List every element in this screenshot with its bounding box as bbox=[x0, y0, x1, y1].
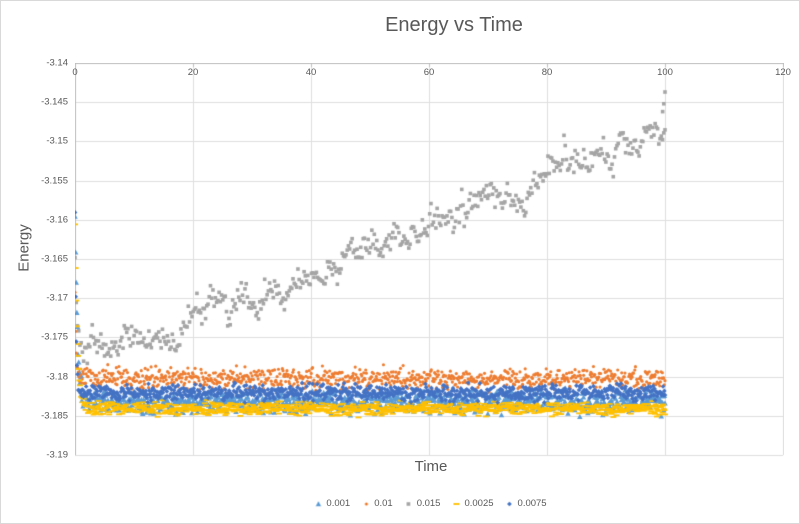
legend-item-0.0075[interactable]: 0.0075 bbox=[504, 498, 547, 509]
legend-item-0.0025[interactable]: 0.0025 bbox=[451, 498, 494, 509]
y-tick-label: -3.145 bbox=[41, 96, 68, 108]
y-tick-label: -3.165 bbox=[41, 253, 68, 265]
legend-label: 0.015 bbox=[416, 498, 441, 509]
legend-label: 0.001 bbox=[326, 498, 351, 509]
plot-canvas bbox=[75, 63, 784, 457]
legend: 0.001 0.01 0.015 0.0025 0.0075 bbox=[313, 498, 547, 509]
legend-marker-circle-icon bbox=[361, 498, 372, 509]
legend-label: 0.0025 bbox=[464, 498, 494, 509]
y-tick-label: -3.19 bbox=[46, 449, 68, 461]
legend-marker-triangle-icon bbox=[313, 498, 324, 509]
chart-title: Energy vs Time bbox=[385, 14, 523, 36]
y-tick-label: -3.16 bbox=[46, 214, 68, 226]
y-tick-label: -3.17 bbox=[46, 292, 68, 304]
y-tick-label: -3.14 bbox=[46, 57, 68, 69]
y-tick-label: -3.155 bbox=[41, 175, 68, 187]
legend-label: 0.0075 bbox=[517, 498, 547, 509]
y-tick-label: -3.175 bbox=[41, 331, 68, 343]
y-tick-label: -3.18 bbox=[46, 371, 68, 383]
legend-item-0.01[interactable]: 0.01 bbox=[361, 498, 393, 509]
legend-marker-square-icon bbox=[403, 498, 414, 509]
legend-marker-diamond-icon bbox=[504, 498, 515, 509]
legend-item-0.015[interactable]: 0.015 bbox=[403, 498, 441, 509]
legend-label: 0.01 bbox=[374, 498, 393, 509]
y-tick-label: -3.15 bbox=[46, 135, 68, 147]
y-tick-label: -3.185 bbox=[41, 410, 68, 422]
legend-marker-dash-icon bbox=[451, 498, 462, 509]
legend-item-0.001[interactable]: 0.001 bbox=[313, 498, 350, 509]
x-axis-title: Time bbox=[414, 458, 448, 475]
y-axis-title: Energy bbox=[15, 224, 33, 272]
